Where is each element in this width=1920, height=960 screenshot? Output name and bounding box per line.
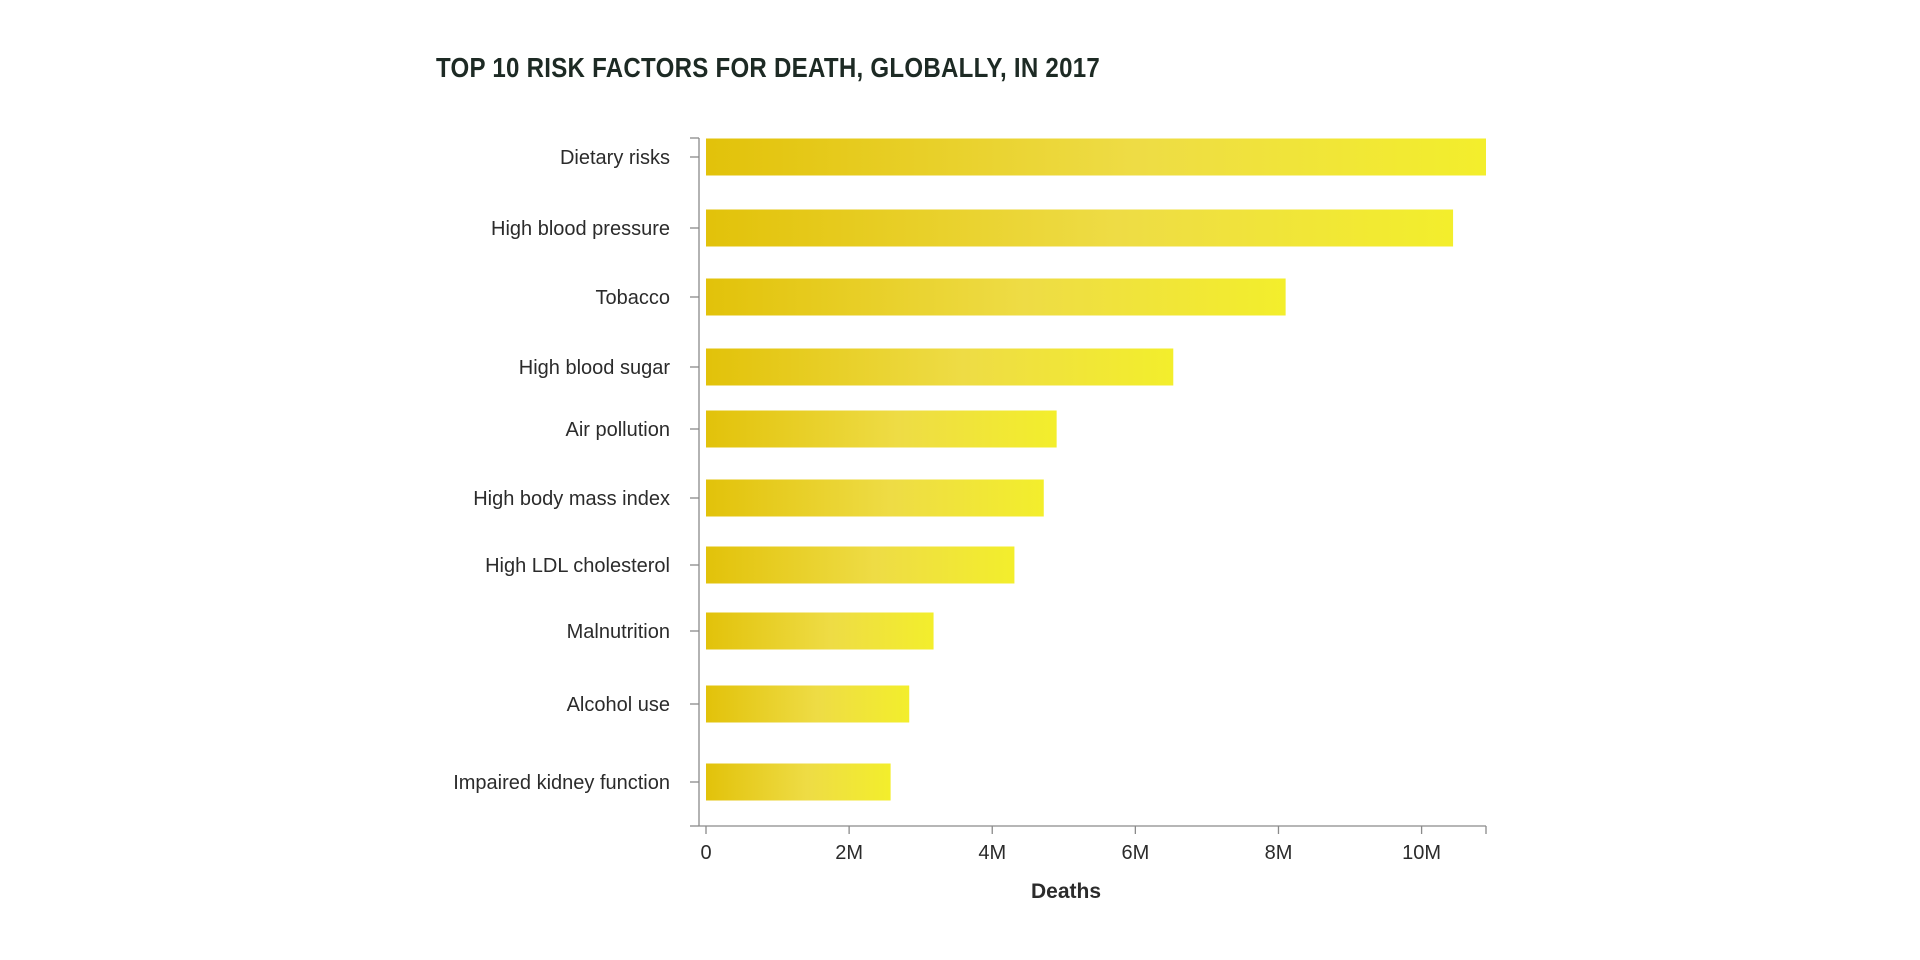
category-label: Impaired kidney function bbox=[453, 772, 670, 794]
category-label: High body mass index bbox=[473, 488, 670, 510]
chart-title: TOP 10 RISK FACTORS FOR DEATH, GLOBALLY,… bbox=[436, 52, 1101, 83]
x-axis-title: Deaths bbox=[1031, 880, 1101, 903]
x-tick-label: 2M bbox=[835, 842, 863, 864]
x-tick-label: 0 bbox=[700, 842, 711, 864]
bars-layer bbox=[706, 138, 1486, 801]
category-label: Malnutrition bbox=[567, 621, 670, 643]
category-label: Tobacco bbox=[596, 287, 671, 309]
bar bbox=[706, 278, 1286, 316]
y-axis: Dietary risks High blood pressure Tobacco H… bbox=[453, 137, 700, 827]
bar bbox=[706, 138, 1486, 176]
bar bbox=[706, 410, 1057, 448]
category-label: Air pollution bbox=[565, 419, 670, 441]
bar bbox=[706, 348, 1174, 386]
category-label: Dietary risks bbox=[560, 147, 670, 169]
bar bbox=[706, 209, 1454, 247]
x-tick-label: 8M bbox=[1265, 842, 1293, 864]
bar bbox=[706, 763, 891, 801]
bar bbox=[706, 479, 1044, 517]
x-tick-label: 10M bbox=[1402, 842, 1441, 864]
category-label: High LDL cholesterol bbox=[485, 555, 670, 577]
category-label: High blood pressure bbox=[491, 218, 670, 240]
bar bbox=[706, 612, 934, 650]
x-tick-label: 6M bbox=[1121, 842, 1149, 864]
bar bbox=[706, 546, 1015, 584]
bar bbox=[706, 685, 910, 723]
x-tick-label: 4M bbox=[978, 842, 1006, 864]
x-axis: 0 2M 4M 6M 8M 10M bbox=[699, 825, 1487, 864]
category-label: High blood sugar bbox=[519, 357, 671, 379]
category-label: Alcohol use bbox=[567, 694, 670, 716]
